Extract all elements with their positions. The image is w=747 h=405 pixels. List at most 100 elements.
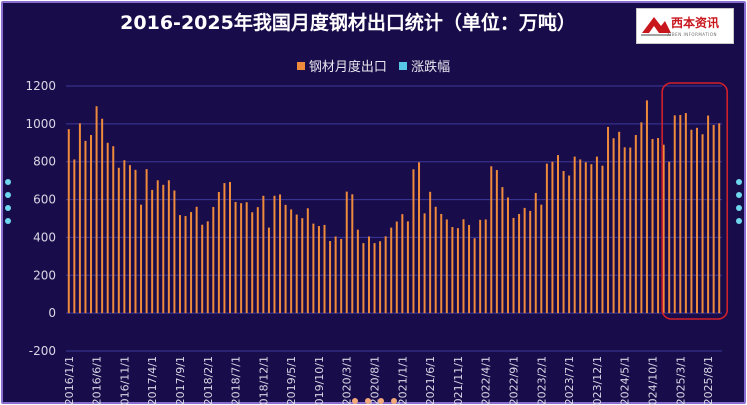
bar xyxy=(518,213,521,314)
y-tick-label: 800 xyxy=(33,155,56,169)
bar xyxy=(351,194,354,314)
bar xyxy=(279,194,282,314)
x-tick-label: 2021/6/1 xyxy=(424,356,437,405)
x-tick-label: 2018/12/1 xyxy=(257,356,270,405)
legend-swatch-exports xyxy=(296,62,305,70)
bar xyxy=(156,180,159,314)
bar xyxy=(590,164,593,314)
legend-label-change: 涨跌幅 xyxy=(411,60,451,75)
bar xyxy=(128,165,131,314)
legend-item-change[interactable]: 涨跌幅 xyxy=(399,56,450,75)
bar xyxy=(295,214,298,314)
x-tick-label: 2023/7/1 xyxy=(563,356,576,405)
logo-mark-icon xyxy=(641,17,671,36)
bar xyxy=(534,192,537,314)
bar xyxy=(323,224,326,314)
x-tick-label: 2025/8/1 xyxy=(702,356,715,405)
frame-dot xyxy=(736,205,742,211)
bar xyxy=(178,215,181,314)
frame-dot xyxy=(5,192,11,198)
bar xyxy=(395,221,398,314)
bar xyxy=(306,208,309,314)
bar xyxy=(662,144,665,314)
bar xyxy=(106,142,109,314)
x-tick-label: 2018/2/1 xyxy=(202,356,215,405)
x-tick-label: 2022/4/1 xyxy=(480,356,493,405)
bar xyxy=(673,115,676,314)
bar xyxy=(301,218,304,314)
frame-dot xyxy=(365,398,371,404)
bar xyxy=(651,139,654,314)
bar xyxy=(90,135,93,314)
bar xyxy=(679,114,682,314)
logo-text: 西本资讯 xyxy=(671,16,720,30)
legend-label-exports: 钢材月度出口 xyxy=(308,60,387,75)
bar xyxy=(618,131,621,314)
bar xyxy=(184,216,187,314)
bar xyxy=(557,155,559,314)
bar xyxy=(506,197,509,314)
x-tick-label: 2023/12/1 xyxy=(591,356,604,405)
bar xyxy=(701,134,704,314)
bar xyxy=(412,169,415,314)
bar xyxy=(479,219,482,314)
x-tick-label: 2023/2/1 xyxy=(535,356,548,405)
bar xyxy=(495,170,498,314)
y-tick-label: 1200 xyxy=(25,79,56,93)
x-tick-label: 2019/10/1 xyxy=(313,356,326,405)
bar xyxy=(540,204,543,314)
bar xyxy=(629,147,632,314)
bar xyxy=(123,160,126,314)
x-tick-label: 2021/11/1 xyxy=(452,356,465,405)
frame-dot xyxy=(391,398,397,404)
bar xyxy=(718,123,721,314)
y-tick-label: -200 xyxy=(29,344,56,358)
bar xyxy=(245,202,248,314)
bar xyxy=(290,209,293,314)
bar xyxy=(223,183,226,314)
frame-dot xyxy=(736,192,742,198)
bar xyxy=(406,221,409,314)
y-tick-label: 600 xyxy=(33,193,56,207)
bar xyxy=(712,124,715,314)
x-tick-label: 2021/1/1 xyxy=(396,356,409,405)
bar xyxy=(668,161,671,314)
bar xyxy=(434,206,437,314)
bar xyxy=(345,191,348,314)
bar xyxy=(445,219,448,314)
bar xyxy=(645,100,648,314)
bar xyxy=(78,123,81,314)
bar xyxy=(401,214,404,314)
bar xyxy=(67,129,70,314)
legend-swatch-change xyxy=(399,62,408,70)
bar xyxy=(545,163,548,314)
bar xyxy=(523,207,526,314)
bar xyxy=(262,195,265,314)
bar xyxy=(117,167,120,314)
bar xyxy=(612,138,615,314)
bar xyxy=(356,229,359,314)
bar xyxy=(145,169,148,314)
legend-item-exports[interactable]: 钢材月度出口 xyxy=(296,56,387,75)
x-tick-label: 2020/3/1 xyxy=(341,356,354,405)
bar xyxy=(579,159,582,314)
bar xyxy=(267,227,270,314)
x-tick-label: 2020/8/1 xyxy=(369,356,382,405)
bar xyxy=(429,191,432,314)
bar xyxy=(317,226,320,314)
frame-dot xyxy=(5,205,11,211)
bar xyxy=(229,181,231,314)
bar xyxy=(562,170,565,314)
logo-subtext: XIBEN INFORMATION xyxy=(667,32,717,37)
bar xyxy=(101,118,104,314)
x-tick-label: 2017/4/1 xyxy=(146,356,159,405)
bar xyxy=(484,219,487,314)
bar xyxy=(440,213,443,314)
frame-dot xyxy=(352,398,358,404)
bar xyxy=(251,212,254,314)
bar xyxy=(501,187,504,314)
bar xyxy=(173,190,176,314)
frame-dot xyxy=(736,218,742,224)
frame-dot xyxy=(5,179,11,185)
bar xyxy=(707,115,710,314)
